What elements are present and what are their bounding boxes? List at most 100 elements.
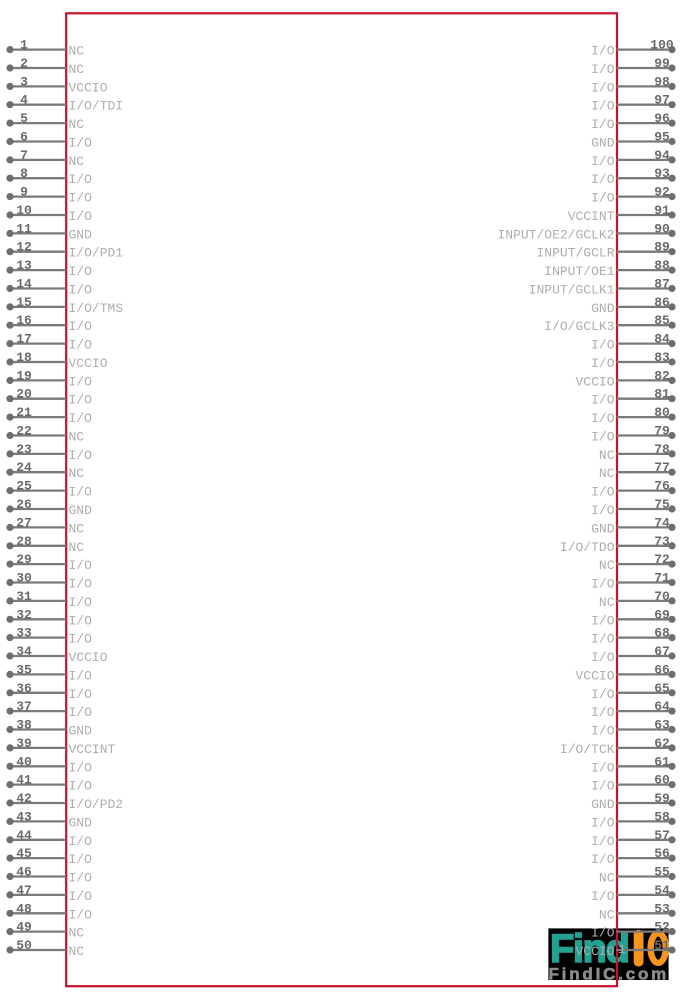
svg-text:90: 90 bbox=[654, 221, 670, 236]
svg-text:52: 52 bbox=[654, 920, 670, 935]
svg-text:96: 96 bbox=[654, 111, 670, 126]
svg-text:68: 68 bbox=[654, 626, 670, 641]
svg-text:GND: GND bbox=[591, 521, 615, 536]
svg-text:I/O: I/O bbox=[591, 632, 615, 647]
svg-text:23: 23 bbox=[16, 442, 32, 457]
svg-text:94: 94 bbox=[654, 148, 670, 163]
svg-text:I/O: I/O bbox=[69, 264, 93, 279]
svg-text:28: 28 bbox=[16, 534, 32, 549]
svg-text:I/O: I/O bbox=[591, 44, 615, 59]
svg-text:VCCIO: VCCIO bbox=[69, 356, 108, 371]
svg-text:73: 73 bbox=[654, 534, 670, 549]
svg-text:78: 78 bbox=[654, 442, 670, 457]
svg-text:27: 27 bbox=[16, 515, 32, 530]
svg-text:I/O: I/O bbox=[591, 760, 615, 775]
svg-text:3: 3 bbox=[20, 74, 28, 89]
svg-text:22: 22 bbox=[16, 424, 32, 439]
svg-text:33: 33 bbox=[16, 626, 32, 641]
svg-text:29: 29 bbox=[16, 552, 32, 567]
svg-text:50: 50 bbox=[16, 938, 32, 953]
svg-text:61: 61 bbox=[654, 754, 670, 769]
svg-text:16: 16 bbox=[16, 313, 32, 328]
svg-text:I/O: I/O bbox=[69, 779, 93, 794]
svg-text:I/O: I/O bbox=[591, 503, 615, 518]
svg-text:INPUT/GCLK1: INPUT/GCLK1 bbox=[529, 283, 615, 298]
svg-text:I/O: I/O bbox=[69, 191, 93, 206]
svg-text:17: 17 bbox=[16, 332, 32, 347]
svg-text:I/O: I/O bbox=[69, 283, 93, 298]
svg-text:VCCIO: VCCIO bbox=[69, 650, 108, 665]
svg-text:13: 13 bbox=[16, 258, 32, 273]
svg-text:NC: NC bbox=[599, 448, 615, 463]
svg-text:I/O: I/O bbox=[69, 834, 93, 849]
svg-text:I/O: I/O bbox=[69, 687, 93, 702]
svg-text:I/O: I/O bbox=[69, 319, 93, 334]
svg-text:98: 98 bbox=[654, 74, 670, 89]
svg-text:85: 85 bbox=[654, 313, 670, 328]
svg-text:GND: GND bbox=[69, 815, 93, 830]
svg-text:NC: NC bbox=[69, 62, 85, 77]
svg-text:99: 99 bbox=[654, 56, 670, 71]
svg-text:19: 19 bbox=[16, 368, 32, 383]
svg-text:69: 69 bbox=[654, 607, 670, 622]
svg-text:89: 89 bbox=[654, 240, 670, 255]
svg-text:I/O: I/O bbox=[591, 393, 615, 408]
svg-text:46: 46 bbox=[16, 865, 32, 880]
svg-text:I/O: I/O bbox=[69, 632, 93, 647]
svg-text:I/O: I/O bbox=[591, 154, 615, 169]
svg-text:I/O: I/O bbox=[69, 393, 93, 408]
svg-text:I/O: I/O bbox=[591, 724, 615, 739]
svg-text:I/O: I/O bbox=[69, 760, 93, 775]
svg-text:12: 12 bbox=[16, 240, 32, 255]
svg-text:5: 5 bbox=[20, 111, 28, 126]
svg-text:GND: GND bbox=[591, 136, 615, 151]
svg-text:87: 87 bbox=[654, 277, 670, 292]
svg-text:I/O: I/O bbox=[591, 191, 615, 206]
svg-text:I/O/TCK: I/O/TCK bbox=[560, 742, 615, 757]
svg-text:GND: GND bbox=[69, 227, 93, 242]
svg-text:GND: GND bbox=[69, 724, 93, 739]
svg-text:40: 40 bbox=[16, 754, 32, 769]
svg-text:57: 57 bbox=[654, 828, 670, 843]
svg-text:I/O: I/O bbox=[591, 62, 615, 77]
svg-text:88: 88 bbox=[654, 258, 670, 273]
svg-text:6: 6 bbox=[20, 130, 28, 145]
svg-text:NC: NC bbox=[69, 540, 85, 555]
svg-text:1: 1 bbox=[20, 38, 28, 53]
svg-text:60: 60 bbox=[654, 773, 670, 788]
svg-text:I/O: I/O bbox=[69, 595, 93, 610]
svg-text:GND: GND bbox=[591, 797, 615, 812]
svg-text:I/O: I/O bbox=[69, 374, 93, 389]
svg-text:I/O: I/O bbox=[591, 99, 615, 114]
svg-text:I/O: I/O bbox=[69, 558, 93, 573]
svg-text:10: 10 bbox=[16, 203, 32, 218]
svg-text:VCCIO: VCCIO bbox=[69, 80, 108, 95]
svg-text:VCCIO: VCCIO bbox=[575, 668, 614, 683]
svg-text:81: 81 bbox=[654, 387, 670, 402]
svg-text:41: 41 bbox=[16, 773, 32, 788]
svg-text:43: 43 bbox=[16, 809, 32, 824]
svg-text:GND: GND bbox=[591, 301, 615, 316]
svg-text:35: 35 bbox=[16, 662, 32, 677]
svg-text:82: 82 bbox=[654, 368, 670, 383]
svg-text:63: 63 bbox=[654, 718, 670, 733]
svg-text:NC: NC bbox=[599, 595, 615, 610]
svg-text:8: 8 bbox=[20, 166, 28, 181]
svg-text:25: 25 bbox=[16, 479, 32, 494]
svg-text:VCCINT: VCCINT bbox=[568, 209, 615, 224]
svg-text:NC: NC bbox=[69, 154, 85, 169]
svg-text:7: 7 bbox=[20, 148, 28, 163]
svg-text:72: 72 bbox=[654, 552, 670, 567]
svg-text:I/O: I/O bbox=[591, 356, 615, 371]
svg-text:62: 62 bbox=[654, 736, 670, 751]
svg-text:64: 64 bbox=[654, 699, 670, 714]
svg-text:I/O/GCLK3: I/O/GCLK3 bbox=[544, 319, 614, 334]
svg-text:I/O: I/O bbox=[591, 577, 615, 592]
svg-text:54: 54 bbox=[654, 883, 670, 898]
svg-text:NC: NC bbox=[599, 466, 615, 481]
svg-text:I/O: I/O bbox=[591, 779, 615, 794]
svg-text:VCCIO: VCCIO bbox=[575, 944, 614, 959]
svg-text:37: 37 bbox=[16, 699, 32, 714]
svg-text:FindIC.com: FindIC.com bbox=[549, 965, 670, 984]
svg-text:I/O: I/O bbox=[69, 852, 93, 867]
